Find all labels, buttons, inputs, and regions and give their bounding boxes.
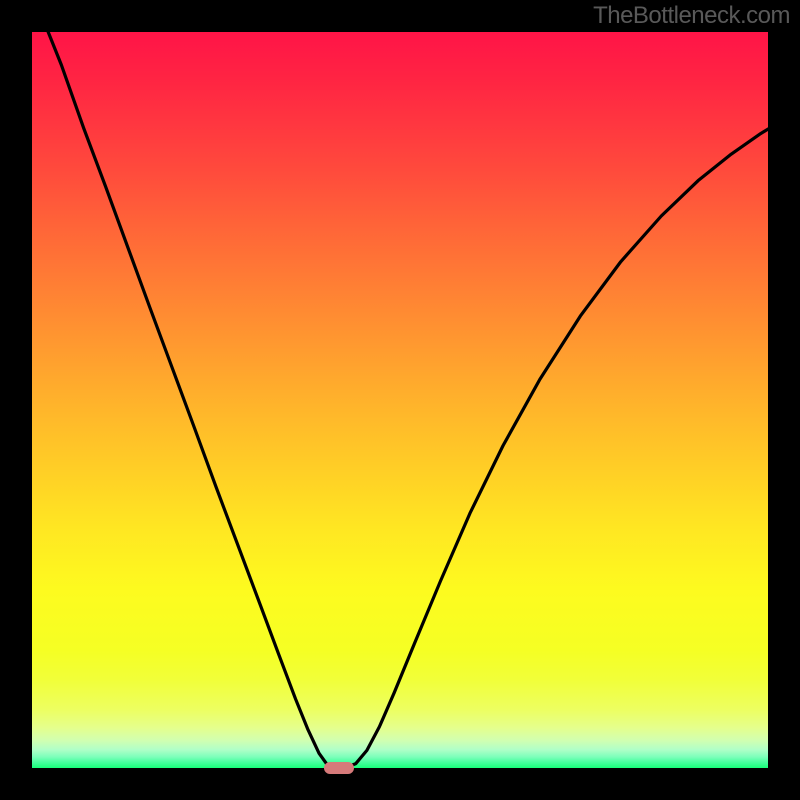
bottleneck-curve: [45, 32, 768, 768]
watermark-label: TheBottleneck.com: [593, 2, 790, 30]
vertex-marker: [324, 762, 353, 774]
chart-frame: TheBottleneck.com: [0, 0, 800, 800]
plot-svg: [32, 32, 768, 768]
plot-area: [32, 32, 768, 768]
